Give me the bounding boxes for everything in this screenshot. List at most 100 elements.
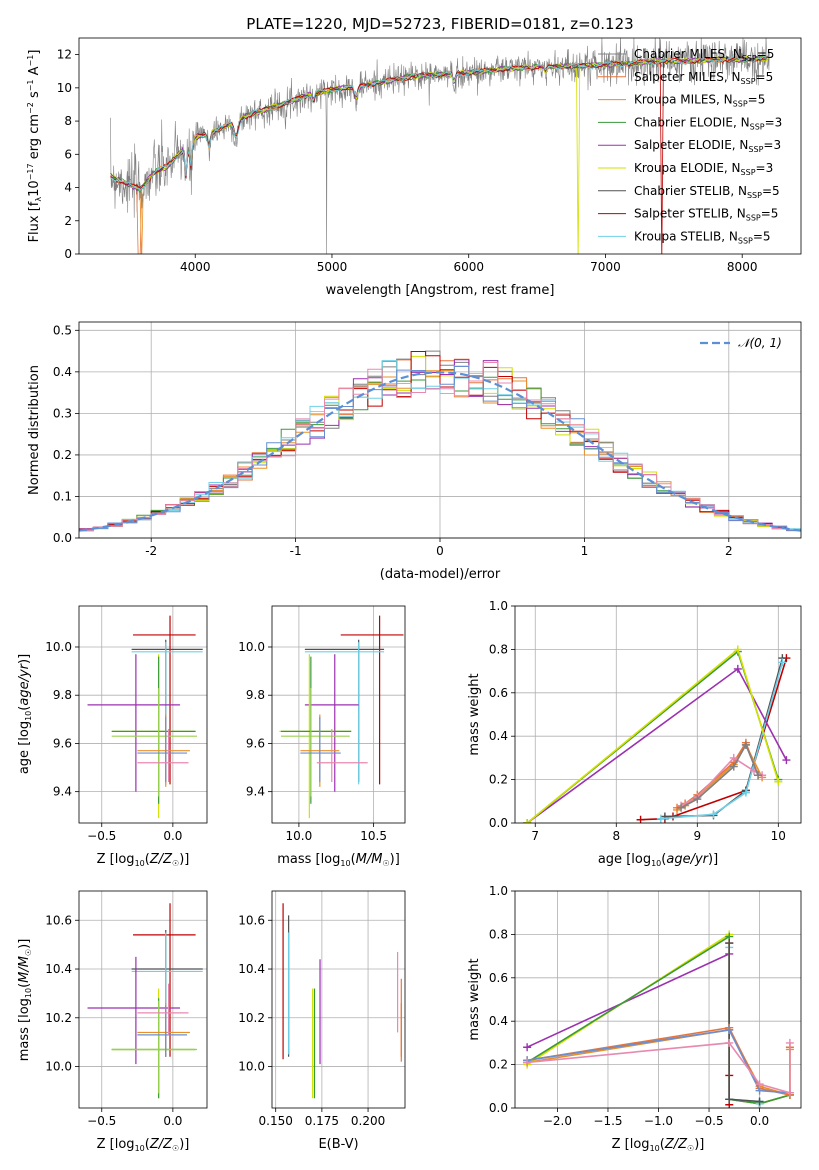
x-tick-label: 5000	[317, 260, 348, 274]
error-bar-point	[280, 687, 350, 797]
y-tick-label: 10	[57, 81, 72, 95]
x-tick-label: 0.0	[163, 829, 182, 843]
legend-entry: Chabrier MILES, NSSP=5	[634, 47, 774, 63]
x-tick-label: 7	[531, 829, 539, 843]
axes-frame	[78, 37, 802, 255]
y-axis-label: Normed distribution	[27, 365, 42, 495]
error-bar-point	[131, 930, 203, 1057]
weight-series	[677, 740, 763, 812]
y-tick-label: 0.8	[489, 927, 508, 941]
x-tick-label: −0.5	[87, 829, 116, 843]
y-tick-label: 6	[64, 147, 72, 161]
x-axis-label: Z [log10(Z/Z☉)]	[97, 1137, 190, 1153]
y-tick-label: 9.6	[53, 736, 72, 750]
x-tick-label: 2	[725, 544, 733, 558]
weight-series	[523, 647, 783, 823]
axes-z-mass: −0.5 0.0 10.0 10.2 10.4 10.6	[45, 891, 207, 1128]
axes-z-weight: −2.0 −1.5 −1.0 −0.5 0.0 0.0 0.2 0.4 0.6 0.8 1.0	[489, 884, 801, 1128]
y-tick-label: 10.4	[45, 962, 72, 976]
weight-marker	[636, 815, 645, 823]
legend-entry: Kroupa MILES, NSSP=5	[634, 93, 765, 109]
axes-frame	[271, 605, 406, 824]
y-tick-label: 10.0	[45, 640, 72, 654]
error-bar-point	[111, 687, 198, 797]
plot-area-spectrum	[110, 38, 770, 254]
x-tick-label: -1	[290, 544, 302, 558]
histogram-step	[79, 362, 801, 532]
y-axis-label: mass [log10(M/M☉)]	[17, 939, 33, 1062]
x-tick-label: 0	[436, 544, 444, 558]
error-bar-point	[87, 956, 180, 1065]
axes-frame	[514, 890, 802, 1109]
y-tick-label: 10.4	[238, 962, 265, 976]
axes-ebv-mass: 0.150 0.175 0.200 10.0 10.2 10.4 10.6	[238, 891, 405, 1128]
y-tick-label: 0.3	[53, 406, 72, 420]
weight-marker	[785, 1088, 794, 1097]
x-tick-label: 10.0	[286, 829, 313, 843]
y-tick-label: 0.2	[489, 1058, 508, 1072]
y-tick-label: 0.0	[53, 531, 72, 545]
weight-series	[656, 658, 787, 823]
axes-frame	[78, 605, 208, 824]
x-axis-label: Z [log10(Z/Z☉)]	[97, 852, 190, 868]
weight-marker	[523, 1058, 532, 1067]
weight-series	[523, 645, 783, 823]
weight-marker	[677, 803, 686, 812]
x-axis-label: age [log10(age/yr)]	[598, 852, 718, 868]
x-tick-label: 4000	[180, 260, 211, 274]
weight-marker	[725, 1038, 734, 1047]
error-bar-point	[137, 1003, 190, 1057]
weight-marker	[755, 1097, 764, 1106]
weight-marker	[709, 810, 718, 819]
plot-area-residuals	[79, 350, 801, 532]
weight-marker	[725, 1025, 734, 1034]
y-tick-label: 0.6	[489, 971, 508, 985]
x-axis-label: E(B-V)	[318, 1137, 358, 1152]
weight-marker	[693, 795, 702, 804]
y-axis-label-text: age [log10(age/yr)]	[17, 654, 33, 774]
weight-marker	[523, 819, 532, 823]
x-tick-label: −0.5	[87, 1114, 116, 1128]
weight-marker	[729, 753, 738, 762]
x-tick-label: 10	[771, 829, 786, 843]
y-tick-label: 0.4	[53, 365, 72, 379]
plot-area-ebv-mass	[282, 903, 402, 1099]
x-tick-label: 8000	[727, 260, 758, 274]
model-spectrum-line	[110, 55, 769, 254]
error-bar-point	[304, 639, 385, 783]
y-tick-label: 9.8	[53, 688, 72, 702]
model-spectrum-line	[110, 56, 769, 191]
weight-marker	[785, 1038, 794, 1047]
error-bar-point	[87, 654, 180, 792]
y-tick-label: 0.4	[489, 729, 508, 743]
plot-area-z-weight	[523, 930, 794, 1108]
y-tick-label: 0.0	[489, 816, 508, 830]
y-axis-label: Flux [fλ10−17 erg cm−2 s−1 A−1]	[26, 50, 43, 243]
plot-area-mass-age	[279, 615, 404, 819]
weight-marker	[725, 939, 734, 948]
histogram-step	[79, 360, 801, 531]
y-axis-label-text: Flux [fλ10−17 erg cm−2 s−1 A−1]	[26, 50, 43, 243]
y-tick-label: 9.4	[53, 785, 72, 799]
weight-marker	[733, 664, 742, 673]
weight-series	[636, 654, 791, 823]
axes-frame	[78, 890, 208, 1109]
y-tick-label: 9.6	[246, 736, 265, 750]
y-axis-label: mass weight	[467, 958, 482, 1040]
error-bar-point	[304, 642, 385, 785]
y-tick-label: 8	[64, 114, 72, 128]
error-bar-point	[137, 1005, 188, 1057]
plot-area-z-age	[87, 615, 203, 819]
weight-marker	[733, 645, 742, 654]
x-tick-label: −1.5	[593, 1114, 622, 1128]
error-bar-point	[133, 615, 196, 785]
x-tick-label: 0.0	[163, 1114, 182, 1128]
x-tick-label: 8	[612, 829, 620, 843]
y-tick-label: 0	[64, 247, 72, 261]
axes-frame	[78, 321, 802, 539]
y-tick-label: 12	[57, 48, 72, 62]
y-axis-label: mass weight	[467, 673, 482, 755]
weight-marker	[729, 762, 738, 771]
axes-mass-age: 10.0 10.5 9.4 9.6 9.8 10.0	[238, 606, 405, 843]
